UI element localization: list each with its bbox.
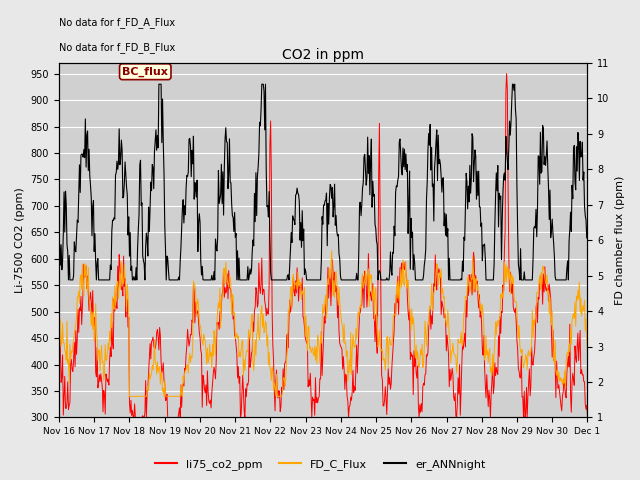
Y-axis label: Li-7500 CO2 (ppm): Li-7500 CO2 (ppm) — [15, 187, 25, 293]
Text: No data for f_FD_A_Flux: No data for f_FD_A_Flux — [59, 17, 175, 28]
Legend: li75_co2_ppm, FD_C_Flux, er_ANNnight: li75_co2_ppm, FD_C_Flux, er_ANNnight — [150, 455, 490, 474]
Text: No data for f_FD_B_Flux: No data for f_FD_B_Flux — [59, 42, 175, 53]
Y-axis label: FD chamber flux (ppm): FD chamber flux (ppm) — [615, 176, 625, 305]
Text: BC_flux: BC_flux — [122, 67, 168, 77]
Title: CO2 in ppm: CO2 in ppm — [282, 48, 364, 62]
